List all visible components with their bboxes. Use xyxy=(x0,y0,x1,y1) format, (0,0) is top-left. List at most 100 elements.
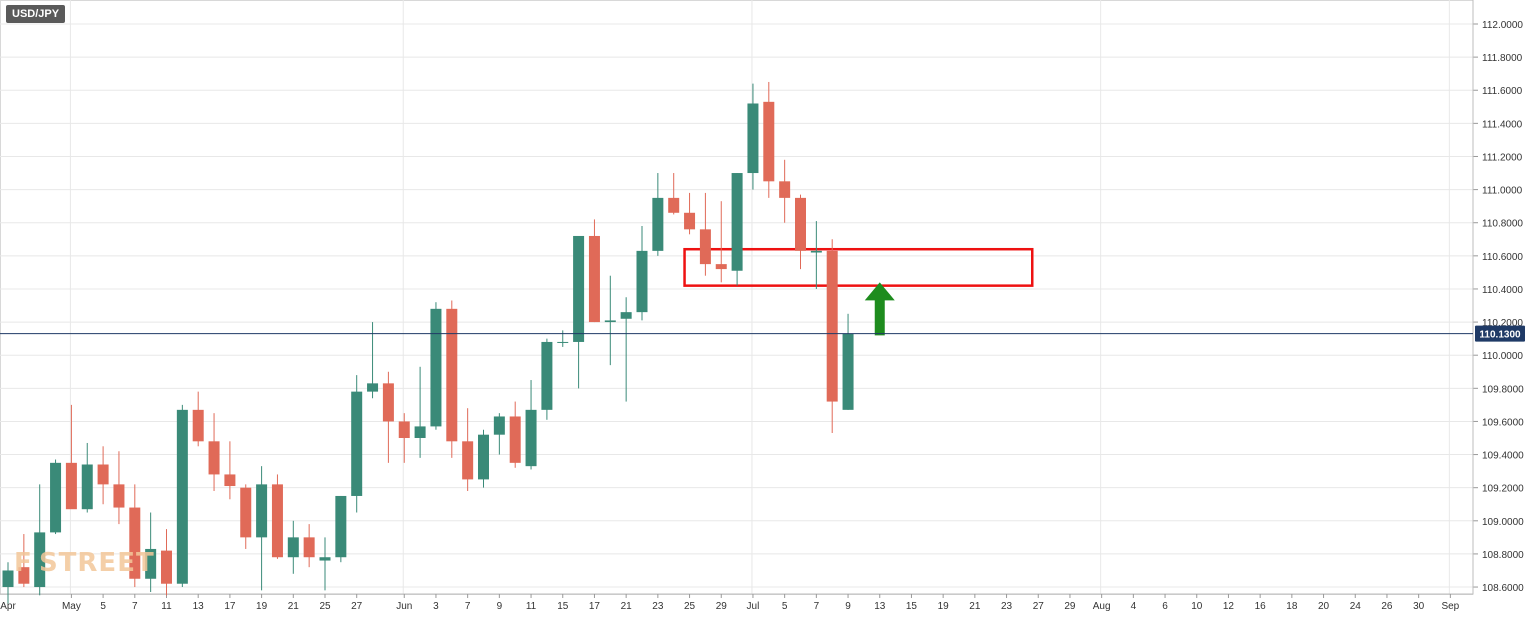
time-tick-label: 5 xyxy=(782,601,788,612)
candle-down xyxy=(715,264,727,270)
candle-down xyxy=(826,250,838,402)
price-tick-label: 110.0000 xyxy=(1482,351,1523,362)
candle-up xyxy=(604,320,616,323)
candle-down xyxy=(65,462,77,510)
price-tick-label: 110.4000 xyxy=(1482,285,1523,296)
candle-down xyxy=(795,197,806,251)
time-tick-label: Jul xyxy=(747,601,760,612)
time-tick-label: 9 xyxy=(845,601,851,612)
candle-up xyxy=(256,484,268,538)
price-tick-label: 109.2000 xyxy=(1482,484,1524,495)
symbol-badge: USD/JPY xyxy=(6,5,66,23)
candle-down xyxy=(303,537,315,558)
time-tick-label: 16 xyxy=(1255,601,1267,612)
price-tick-label: 111.2000 xyxy=(1482,152,1523,163)
candle-up xyxy=(842,333,854,410)
time-tick-label: 17 xyxy=(589,601,601,612)
current-price-badge xyxy=(1475,325,1525,342)
candle-up xyxy=(478,434,489,480)
price-tick-label: 111.8000 xyxy=(1482,53,1523,64)
support-zone-rectangle xyxy=(683,247,1034,287)
candle-down xyxy=(129,507,141,579)
time-tick-label: 29 xyxy=(1064,601,1076,612)
time-tick-label: 13 xyxy=(193,601,205,612)
candle-down xyxy=(97,464,109,485)
plot-frame xyxy=(0,0,1474,595)
price-tick-label: 111.4000 xyxy=(1482,119,1523,130)
time-tick-label: 7 xyxy=(814,601,820,612)
time-tick-label: May xyxy=(62,601,81,612)
candle-up xyxy=(2,570,14,588)
time-tick-label: 19 xyxy=(256,601,268,612)
time-tick-label: 23 xyxy=(652,601,664,612)
candle-down xyxy=(446,308,458,442)
time-tick-label: 23 xyxy=(1001,601,1013,612)
candle-up xyxy=(34,532,46,588)
up-arrow-icon xyxy=(864,282,895,336)
candle-up xyxy=(145,548,157,579)
candle-up xyxy=(287,537,299,558)
current-price-label: 110.1300 xyxy=(1479,330,1521,341)
candle-down xyxy=(113,484,125,508)
time-tick-label: Sep xyxy=(1441,601,1459,612)
candle-up xyxy=(81,464,93,510)
watermark-logo: F STREET xyxy=(14,548,155,578)
time-tick-label: 6 xyxy=(1162,601,1168,612)
candle-down xyxy=(763,101,775,182)
candle-up xyxy=(541,341,553,410)
time-tick-label: 25 xyxy=(684,601,696,612)
time-tick-label: 5 xyxy=(100,601,106,612)
candle-down xyxy=(18,567,30,584)
candle-down xyxy=(588,235,600,323)
candle-down xyxy=(382,383,394,422)
candle-down xyxy=(240,487,252,538)
candle-up xyxy=(176,409,188,584)
price-tick-label: 109.8000 xyxy=(1482,384,1524,395)
price-tick-label: 112.0000 xyxy=(1482,20,1523,31)
candle-up xyxy=(493,416,505,435)
time-tick-label: 26 xyxy=(1381,601,1393,612)
candle-down xyxy=(398,421,410,438)
time-tick-label: 29 xyxy=(716,601,728,612)
candle-up xyxy=(636,250,648,313)
time-tick-label: 11 xyxy=(526,601,537,612)
time-tick-label: 27 xyxy=(351,601,363,612)
time-tick-label: 27 xyxy=(1033,601,1045,612)
candle-down xyxy=(779,181,791,198)
time-tick-label: 21 xyxy=(969,601,981,612)
candle-up xyxy=(557,341,569,343)
time-tick-label: 15 xyxy=(557,601,569,612)
candle-down xyxy=(462,441,474,480)
price-tick-label: 109.6000 xyxy=(1482,417,1524,428)
candle-up xyxy=(620,312,632,319)
time-tick-label: 11 xyxy=(161,601,172,612)
time-tick-label: 10 xyxy=(1191,601,1203,612)
time-tick-label: 4 xyxy=(1131,601,1137,612)
price-tick-label: 111.6000 xyxy=(1482,86,1523,97)
candle-down xyxy=(224,474,236,487)
price-tick-label: 110.2000 xyxy=(1482,318,1523,329)
time-tick-label: 19 xyxy=(938,601,950,612)
time-tick-label: 30 xyxy=(1413,601,1425,612)
candle-down xyxy=(509,416,521,463)
time-tick-label: Apr xyxy=(0,601,16,612)
time-tick-label: 24 xyxy=(1350,601,1362,612)
candle-down xyxy=(161,550,172,584)
candle-down xyxy=(699,229,711,265)
candle-up xyxy=(652,197,664,251)
time-tick-label: 7 xyxy=(132,601,138,612)
candle-up xyxy=(367,383,379,392)
candle-down xyxy=(192,409,204,442)
candle-down xyxy=(668,197,680,213)
time-tick-label: 18 xyxy=(1286,601,1298,612)
candle-up xyxy=(810,250,822,253)
time-tick-label: 15 xyxy=(906,601,918,612)
candle-up xyxy=(747,103,759,174)
price-tick-label: 108.6000 xyxy=(1482,583,1524,594)
candle-up xyxy=(731,173,743,271)
time-tick-label: Jun xyxy=(396,601,412,612)
time-tick-label: 12 xyxy=(1223,601,1235,612)
candle-up xyxy=(573,235,585,342)
candle-up xyxy=(430,308,442,427)
